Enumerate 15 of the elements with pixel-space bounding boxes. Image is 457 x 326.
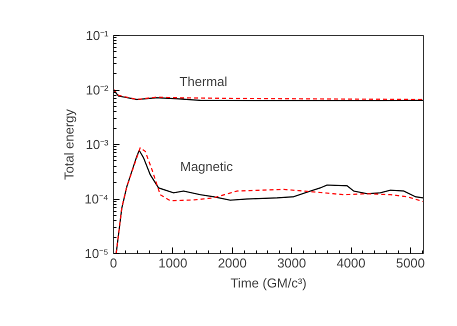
x-tick-label: 3000 (277, 256, 306, 270)
annotation: Thermal (180, 74, 228, 89)
x-tick-label: 0 (110, 256, 118, 270)
y-tick-label: 10⁻⁴ (84, 192, 108, 206)
x-tick-label: 1000 (158, 256, 188, 270)
x-tick-label: 4000 (336, 256, 366, 270)
x-tick-label: 5000 (396, 256, 425, 270)
annotation: Magnetic (180, 158, 234, 174)
y-tick-label: 10⁻² (86, 82, 110, 98)
y-tick-label: 10⁻⁵ (84, 246, 109, 261)
x-axis-title: Time (GM/c³) (230, 276, 307, 290)
x-tick-label: 2000 (218, 256, 247, 270)
y-tick-label: 10⁻¹ (86, 28, 110, 43)
y-tick-label: 10⁻³ (86, 137, 110, 152)
y-axis-title: Total energy (61, 108, 76, 180)
